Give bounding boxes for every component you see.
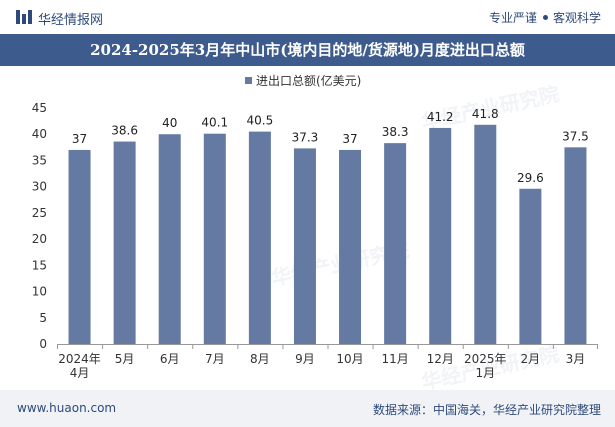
tagline-left: 专业严谨 [488, 11, 537, 25]
y-tick-label: 30 [32, 180, 47, 194]
bullet-dot-icon [542, 15, 548, 20]
y-tick-label: 45 [32, 101, 47, 115]
x-tick-label: 9月 [295, 352, 315, 366]
bar [113, 141, 136, 344]
site-name: 华经情报网 [38, 13, 104, 28]
y-tick-label: 40 [32, 127, 47, 141]
bar [68, 149, 91, 344]
footer: www.huaon.com 数据来源：中国海关，华经产业研究院整理 [0, 390, 615, 427]
data-label: 37 [72, 132, 87, 146]
x-tick-label: 3月 [566, 352, 586, 366]
top-bar: 华经情报网 专业严谨 客观科学 [0, 0, 615, 35]
y-tick-label: 35 [32, 153, 47, 167]
bar [293, 148, 316, 344]
chart-title: 2024-2025年3月年中山市(境内目的地/货源地)月度进出口总额 [0, 34, 615, 66]
huajing-logo-icon [16, 10, 32, 24]
x-tick-label: 6月 [160, 352, 180, 366]
footer-url[interactable]: www.huaon.com [17, 401, 117, 415]
bar [339, 149, 362, 344]
x-tick-label: 2024年 [58, 352, 101, 366]
data-label: 40 [162, 116, 177, 130]
x-tick-label: 4月 [70, 366, 90, 380]
y-tick-label: 5 [39, 311, 47, 325]
y-tick-label: 20 [32, 232, 47, 246]
bar [248, 131, 271, 344]
bar [384, 143, 407, 344]
data-label: 29.6 [517, 171, 544, 185]
x-tick-label: 11月 [381, 352, 408, 366]
y-tick-label: 10 [32, 285, 47, 299]
x-tick-label: 10月 [336, 352, 363, 366]
x-tick-label: 1月 [475, 366, 495, 380]
bar [158, 134, 181, 344]
x-tick-label: 12月 [427, 352, 454, 366]
bar [564, 147, 587, 344]
x-tick-label: 2月 [521, 352, 541, 366]
tagline: 专业严谨 客观科学 [489, 9, 601, 26]
data-label: 37.3 [292, 130, 319, 144]
data-label: 37.5 [562, 129, 589, 143]
x-tick-label: 2025年 [464, 352, 507, 366]
x-tick-label: 8月 [250, 352, 270, 366]
data-label: 37 [342, 132, 357, 146]
data-source: 数据来源：中国海关，华经产业研究院整理 [372, 403, 601, 417]
x-tick-label: 7月 [205, 352, 225, 366]
y-tick-label: 15 [32, 258, 47, 272]
y-tick-label: 0 [39, 337, 47, 351]
data-label: 41.8 [472, 107, 499, 121]
x-tick-label: 5月 [115, 352, 135, 366]
tagline-right: 客观科学 [552, 11, 601, 25]
bar [474, 124, 497, 344]
bar [519, 188, 542, 344]
bar [203, 133, 226, 344]
legend-swatch [245, 77, 252, 84]
y-tick-label: 25 [32, 206, 47, 220]
data-label: 38.3 [382, 125, 409, 139]
data-label: 40.1 [201, 116, 228, 130]
data-label: 41.2 [427, 110, 454, 124]
data-label: 40.5 [247, 114, 274, 128]
data-label: 38.6 [111, 124, 138, 138]
bar [429, 127, 452, 344]
legend-label: 进出口总额(亿美元) [256, 73, 361, 88]
